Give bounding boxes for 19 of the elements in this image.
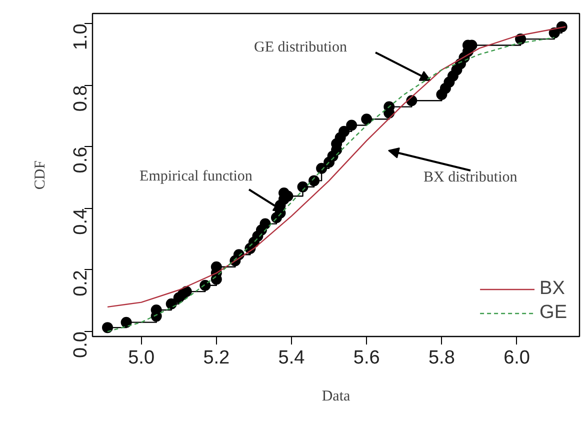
x-tick-label: 6.0: [504, 348, 530, 368]
annotation: Empirical function: [140, 168, 253, 184]
y-tick-label: 0.0: [70, 332, 92, 358]
annotation: BX distribution: [424, 170, 518, 186]
y-tick-label: 0.6: [70, 146, 92, 174]
x-tick-label: 5.6: [353, 348, 380, 368]
x-tick-label: 5.4: [278, 348, 306, 368]
x-axis-title: Data: [322, 388, 350, 404]
y-tick-label: 1.0: [70, 24, 92, 50]
x-tick-label: 5.8: [428, 348, 455, 368]
y-tick-label: 0.8: [70, 85, 92, 112]
legend-label: BX: [540, 278, 565, 300]
y-tick-label: 0.2: [70, 270, 92, 296]
x-tick-label: 5.0: [128, 348, 155, 368]
y-axis-title: CDF: [32, 160, 48, 190]
legend-label: GE: [540, 302, 567, 324]
y-tick-label: 0.4: [70, 208, 92, 235]
annotation: GE distribution: [254, 40, 348, 56]
x-tick-label: 5.2: [203, 348, 230, 368]
